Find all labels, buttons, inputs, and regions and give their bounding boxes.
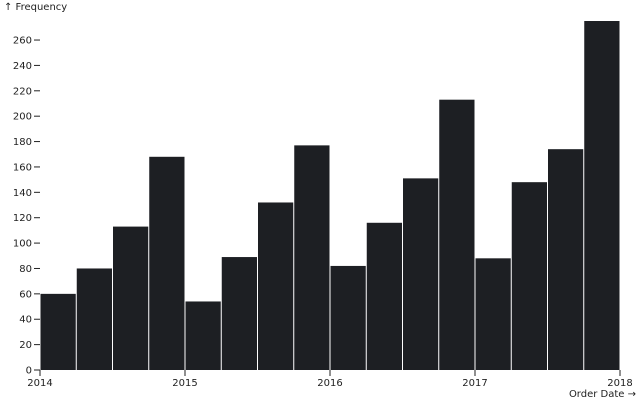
bar (113, 226, 149, 370)
y-tick-label: 160 (13, 162, 32, 173)
y-tick-label: 60 (19, 289, 32, 300)
y-tick-label: 240 (13, 61, 32, 72)
y-tick-label: 80 (19, 264, 32, 275)
bar (76, 268, 112, 370)
bar (584, 21, 620, 370)
bar (330, 265, 366, 370)
y-tick-label: 40 (19, 315, 32, 326)
bar (475, 258, 511, 370)
bar (221, 257, 257, 370)
bar (185, 301, 221, 370)
y-tick-label: 200 (13, 112, 32, 123)
y-tick-label: 100 (13, 239, 32, 250)
y-tick-label: 120 (13, 213, 32, 224)
bar (439, 99, 475, 370)
y-tick-label: 220 (13, 86, 32, 97)
bar (548, 149, 584, 370)
y-tick-label: 20 (19, 340, 32, 351)
bar (149, 156, 185, 370)
x-tick-label: 2014 (27, 378, 52, 389)
bar (511, 182, 547, 370)
bar (366, 222, 402, 370)
x-tick-label: 2015 (172, 378, 197, 389)
bar (40, 293, 76, 370)
bar (258, 202, 294, 370)
x-tick-label: 2016 (317, 378, 342, 389)
x-tick-label: 2017 (462, 378, 487, 389)
y-tick-label: 140 (13, 188, 32, 199)
y-axis-label: ↑ Frequency (4, 2, 67, 13)
x-axis-label: Order Date → (569, 389, 636, 400)
bar (403, 178, 439, 370)
y-tick-label: 180 (13, 137, 32, 148)
y-tick-label: 260 (13, 36, 32, 47)
y-tick-label: 0 (26, 366, 32, 377)
bar (294, 145, 330, 370)
x-tick-label: 2018 (607, 378, 632, 389)
